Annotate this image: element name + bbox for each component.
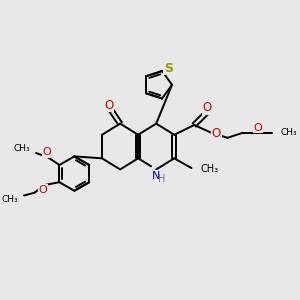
- Text: H: H: [158, 174, 165, 184]
- Text: CH₃: CH₃: [281, 128, 298, 137]
- Text: CH₃: CH₃: [200, 164, 218, 174]
- Text: O: O: [38, 185, 47, 195]
- Text: O: O: [212, 127, 221, 140]
- Text: S: S: [164, 62, 173, 75]
- Text: O: O: [203, 101, 212, 114]
- Text: CH₃: CH₃: [14, 144, 30, 153]
- Text: O: O: [104, 98, 114, 112]
- Text: O: O: [254, 123, 262, 133]
- Text: N: N: [152, 170, 160, 181]
- Text: O: O: [43, 148, 52, 158]
- Text: CH₃: CH₃: [1, 195, 18, 204]
